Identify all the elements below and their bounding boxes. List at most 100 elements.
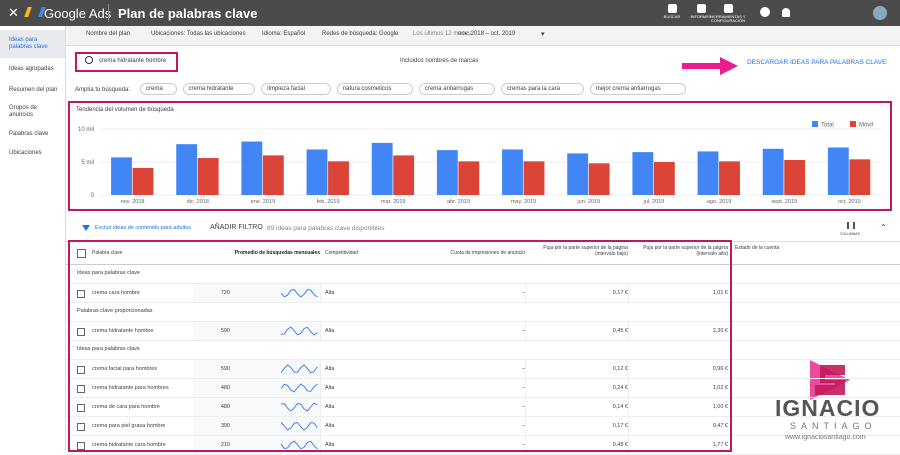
filter-item[interactable]: nov. 2018 – oct. 2019	[458, 31, 516, 37]
arrow	[682, 57, 738, 75]
filter-item[interactable]: Ubicaciones: Todas las ubicaciones	[151, 31, 246, 37]
add-filter[interactable]: AÑADIR FILTRO	[210, 224, 263, 231]
filter-chevron: ▾	[541, 31, 545, 38]
bar	[827, 147, 849, 195]
row-line	[66, 321, 900, 322]
columns-label[interactable]: COLUMNAS	[840, 232, 860, 236]
search-query[interactable]: crema hidratante hombre	[99, 58, 167, 64]
app-name: Google Ads	[44, 6, 112, 21]
group-title: Ideas para palabras clave	[77, 346, 140, 352]
legend-swatch	[850, 121, 856, 127]
y-tick-label: 10 mil	[78, 127, 94, 133]
bar	[176, 144, 198, 195]
header-icon-label: HERRAMIENTAS Y CONFIGURACIÓN	[710, 14, 746, 23]
sparkline	[281, 326, 318, 336]
column-header[interactable]: Promedio de búsquedas mensuales	[234, 250, 320, 256]
cell: 720	[220, 290, 230, 296]
x-tick-label: dic. 2018	[187, 199, 209, 205]
row-checkbox[interactable]	[77, 328, 85, 336]
col-divider	[628, 436, 629, 455]
avatar	[873, 6, 887, 20]
cell: 390	[220, 423, 230, 429]
bar	[328, 161, 349, 195]
filter-item[interactable]: Idioma: Español	[262, 31, 306, 37]
search-box[interactable]	[75, 52, 178, 72]
cell: 210	[220, 442, 230, 448]
chip-label: crema	[146, 85, 163, 92]
chip[interactable]: limpieza facial	[261, 83, 331, 95]
row-checkbox[interactable]	[77, 385, 85, 393]
x-tick-label: abr. 2019	[447, 199, 470, 205]
row-line	[66, 378, 900, 379]
adult-filter[interactable]: Excluir ideas de contenido para adultos	[95, 225, 192, 231]
sidebar-item[interactable]: Ubicaciones	[9, 150, 42, 156]
filter-item[interactable]: Los últimos 12 meses	[413, 31, 472, 37]
column-header[interactable]: Palabra clave	[92, 250, 123, 256]
row-checkbox[interactable]	[77, 423, 85, 431]
cell: crema cara hombre	[92, 290, 140, 296]
cell: Alta	[325, 442, 335, 448]
column-header[interactable]: Estado de la cuenta	[735, 245, 780, 251]
row-checkbox[interactable]	[77, 404, 85, 412]
cell: Alta	[325, 385, 335, 391]
sidebar-item[interactable]: Ideas agrupadas	[9, 66, 54, 72]
cell: 480	[220, 404, 230, 410]
chip-label: cremas para la cara	[507, 85, 561, 92]
col-divider	[525, 379, 526, 398]
legend-label: Total	[821, 123, 834, 129]
row-line	[66, 435, 900, 436]
sparkline	[281, 383, 318, 393]
x-tick-label: nov. 2018	[121, 199, 145, 205]
x-tick-label: jul. 2019	[643, 199, 665, 205]
col-divider	[628, 322, 629, 341]
bar	[458, 161, 480, 195]
chip[interactable]: cremas para la cara	[501, 83, 584, 95]
divider	[108, 4, 109, 22]
column-header[interactable]: Competitividad	[325, 250, 359, 256]
header-checkbox[interactable]	[77, 249, 86, 258]
sidebar-item[interactable]: Palabras clave	[9, 131, 49, 137]
col-divider	[525, 398, 526, 417]
chip[interactable]: crema antiarrugas	[418, 83, 495, 95]
x-tick-label: ago. 2019	[707, 199, 731, 205]
column-header[interactable]: Puja por la parte superior de la página …	[643, 245, 728, 257]
bar	[241, 141, 263, 195]
col-divider	[320, 284, 321, 303]
group-title: Palabras clave proporcionadas	[77, 308, 153, 314]
filter-item[interactable]: Nombre del plan	[86, 31, 131, 37]
sidebar-item[interactable]: Ideas para palabras clave	[9, 37, 48, 50]
column-header[interactable]: Puja por la parte superior de la página …	[543, 245, 628, 257]
row-checkbox[interactable]	[77, 366, 85, 374]
help-icon	[760, 7, 770, 17]
sidebar-item[interactable]: Resumen del plan	[9, 87, 58, 93]
y-tick-label: 5 mil	[81, 160, 94, 166]
sparkline	[281, 288, 318, 298]
cell: –	[521, 328, 525, 334]
chart-title[interactable]: Tendencia del volumen de búsqueda	[76, 107, 174, 113]
cell: –	[521, 290, 525, 296]
legend-label: Móvil	[859, 123, 873, 129]
filter-item[interactable]: Redes de búsqueda: Google	[322, 31, 399, 37]
sidebar	[0, 26, 66, 450]
sidebar-item[interactable]: Grupos de anuncios	[9, 105, 38, 118]
chip-label: limpieza facial	[267, 85, 305, 92]
logo-mark	[24, 7, 46, 17]
col-divider	[320, 322, 321, 341]
column-header[interactable]: Cuota de impresiones de anuncio	[450, 250, 526, 256]
cell: Alta	[325, 404, 335, 410]
y-tick-label: 0	[91, 193, 95, 199]
row-line	[66, 359, 900, 360]
cell: Alta	[325, 328, 335, 334]
cell: 1,77 €	[712, 442, 728, 448]
chip[interactable]: mejor crema antiarrugas	[589, 83, 686, 95]
chip[interactable]: natura cosmeticos	[336, 83, 413, 95]
chip[interactable]: crema hidratante	[182, 83, 256, 95]
chip[interactable]: crema	[140, 83, 177, 95]
download-link[interactable]: DESCARGAR IDEAS PARA PALABRAS CLAVE	[747, 59, 887, 66]
bar	[436, 150, 458, 195]
sparkline	[281, 440, 318, 450]
header-icon	[724, 4, 733, 13]
row-checkbox[interactable]	[77, 290, 85, 298]
brand-note: Incluidos nombres de marcas	[400, 58, 479, 64]
cell: 0,14 €	[612, 404, 628, 410]
